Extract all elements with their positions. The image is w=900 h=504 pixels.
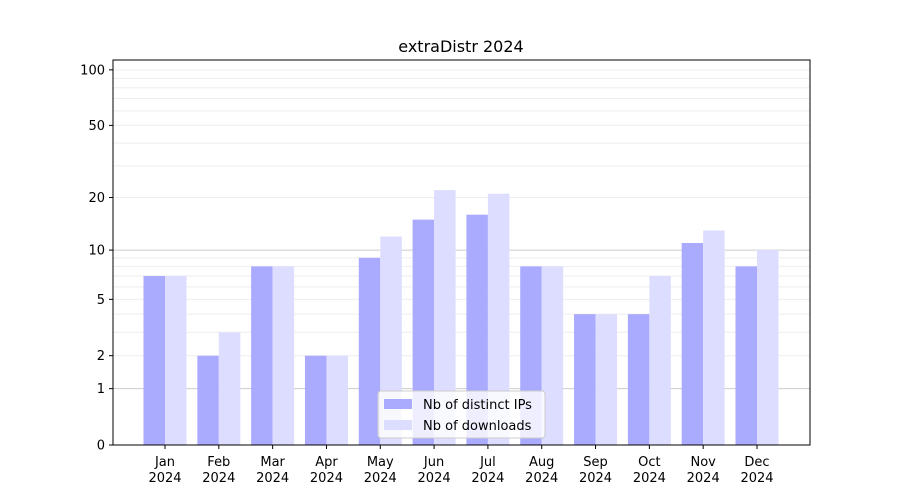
bar-downloads [541, 266, 564, 445]
x-tick-label: Nov 2024 [687, 455, 720, 486]
bar-downloads [703, 230, 725, 445]
bar-downloads [434, 190, 456, 445]
bar-downloads [649, 275, 671, 445]
y-tick-label: 50 [88, 119, 105, 134]
x-tick-label: Mar 2024 [256, 455, 289, 486]
bar-downloads [218, 332, 241, 445]
plot-frame [112, 59, 811, 446]
x-tick-label: Jul 2024 [471, 455, 504, 486]
y-tick-label: 5 [97, 293, 105, 308]
y-tick-label: 20 [88, 191, 105, 206]
bar-distinct-ips [735, 266, 757, 445]
y-tick-label: 10 [88, 244, 105, 259]
bar-distinct-ips [466, 214, 488, 445]
bar-downloads [487, 193, 510, 445]
x-tick-label: May 2024 [364, 455, 397, 486]
y-tick-label: 1 [97, 382, 105, 397]
x-tick-label: Jan 2024 [148, 455, 181, 486]
bar-downloads [165, 275, 187, 445]
bar-downloads [272, 266, 295, 445]
x-tick-label: Dec 2024 [740, 455, 773, 486]
legend-label: Nb of distinct IPs [423, 398, 532, 413]
x-tick-label: Feb 2024 [202, 455, 235, 486]
bar-downloads [326, 355, 348, 445]
legend: Nb of distinct IPs Nb of downloads [377, 390, 546, 439]
x-tick-label: Jun 2024 [418, 455, 451, 486]
bar-distinct-ips [143, 275, 165, 445]
bar-distinct-ips [197, 355, 219, 445]
legend-swatch [384, 399, 412, 409]
x-tick-label: Aug 2024 [525, 455, 558, 486]
x-tick-label: Oct 2024 [633, 455, 666, 486]
bar-distinct-ips [627, 314, 650, 445]
x-tick-label: Sep 2024 [579, 455, 612, 486]
bar-downloads [757, 250, 779, 445]
chart-title: extraDistr 2024 [398, 37, 523, 56]
bar-downloads [595, 314, 618, 445]
legend-box [377, 390, 546, 439]
bar-distinct-ips [681, 243, 704, 445]
legend-swatch [384, 420, 412, 430]
x-tick-label: Apr 2024 [310, 455, 343, 486]
legend-label: Nb of downloads [423, 419, 532, 434]
y-tick-label: 100 [80, 63, 105, 78]
bar-distinct-ips [358, 257, 381, 445]
bar-distinct-ips [412, 219, 435, 445]
bar-distinct-ips [304, 355, 327, 445]
bar-distinct-ips [251, 266, 273, 445]
y-tick-label: 0 [97, 439, 105, 454]
bar-distinct-ips [574, 314, 596, 445]
y-tick-label: 2 [97, 349, 105, 364]
